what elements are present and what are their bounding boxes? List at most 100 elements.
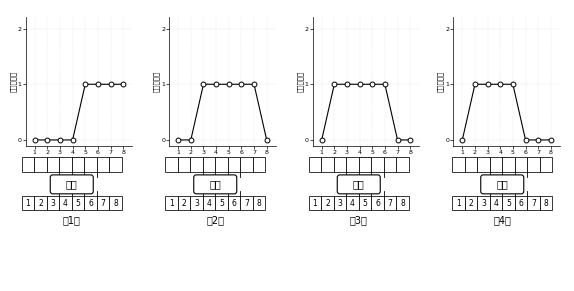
Text: 第4帧: 第4帧 [493, 215, 511, 225]
Bar [359, 196, 371, 210]
Text: 3: 3 [194, 199, 199, 208]
Bar [515, 196, 528, 210]
Bar [165, 157, 178, 172]
Bar [490, 157, 502, 172]
Bar [72, 157, 84, 172]
Bar [371, 157, 384, 172]
Bar [528, 157, 540, 172]
Bar [452, 196, 465, 210]
Bar [97, 196, 109, 210]
FancyBboxPatch shape [51, 175, 93, 194]
Bar [321, 157, 333, 172]
FancyBboxPatch shape [194, 175, 236, 194]
Text: 7: 7 [100, 199, 106, 208]
Text: 7: 7 [244, 199, 249, 208]
Text: 5: 5 [219, 199, 224, 208]
Y-axis label: 环真光子数: 环真光子数 [153, 71, 160, 92]
Text: 4: 4 [494, 199, 498, 208]
Bar [309, 157, 321, 172]
Text: 3: 3 [481, 199, 486, 208]
Bar [359, 157, 371, 172]
Bar [228, 157, 241, 172]
Text: 体模: 体模 [66, 179, 77, 189]
Text: 3: 3 [51, 199, 56, 208]
X-axis label: 环编号: 环编号 [72, 156, 86, 163]
Y-axis label: 环真光子数: 环真光子数 [437, 71, 444, 92]
Bar [253, 157, 265, 172]
Text: 2: 2 [468, 199, 474, 208]
X-axis label: 环编号: 环编号 [500, 156, 513, 163]
Text: 3: 3 [338, 199, 343, 208]
Bar [46, 196, 59, 210]
Bar [109, 157, 122, 172]
Bar [97, 157, 109, 172]
Bar [59, 196, 72, 210]
Text: 4: 4 [63, 199, 68, 208]
Text: 6: 6 [231, 199, 236, 208]
Text: 6: 6 [518, 199, 523, 208]
Bar [515, 157, 528, 172]
Bar [477, 157, 490, 172]
Bar [528, 196, 540, 210]
Bar [203, 196, 215, 210]
Text: 8: 8 [544, 199, 548, 208]
Bar [190, 196, 203, 210]
Bar [22, 196, 34, 210]
Text: 7: 7 [531, 199, 536, 208]
Text: 2: 2 [181, 199, 187, 208]
Bar [396, 196, 409, 210]
Text: 5: 5 [76, 199, 80, 208]
Y-axis label: 环真光子数: 环真光子数 [10, 71, 16, 92]
Text: 7: 7 [387, 199, 393, 208]
Text: 2: 2 [38, 199, 43, 208]
Bar [109, 196, 122, 210]
Bar [22, 157, 34, 172]
Text: 第3帧: 第3帧 [350, 215, 368, 225]
Text: 6: 6 [375, 199, 380, 208]
Bar [371, 196, 384, 210]
Text: 4: 4 [350, 199, 355, 208]
Bar [72, 196, 84, 210]
Bar [309, 196, 321, 210]
Bar [384, 157, 396, 172]
Bar [253, 196, 265, 210]
Bar [333, 157, 346, 172]
Bar [333, 196, 346, 210]
Bar [502, 196, 515, 210]
Bar [84, 157, 97, 172]
Bar [178, 157, 190, 172]
Bar [502, 157, 515, 172]
X-axis label: 环编号: 环编号 [216, 156, 229, 163]
Text: 体模: 体模 [210, 179, 221, 189]
Bar [452, 157, 465, 172]
Text: 8: 8 [400, 199, 405, 208]
Bar [540, 196, 552, 210]
Text: 8: 8 [257, 199, 261, 208]
Text: 体模: 体模 [497, 179, 508, 189]
Bar [477, 196, 490, 210]
Bar [178, 196, 190, 210]
Bar [321, 196, 333, 210]
Text: 体模: 体模 [353, 179, 364, 189]
Bar [396, 157, 409, 172]
Text: 1: 1 [169, 199, 174, 208]
Bar [384, 196, 396, 210]
Bar [34, 157, 46, 172]
Text: 1: 1 [313, 199, 317, 208]
Bar [190, 157, 203, 172]
Bar [228, 196, 241, 210]
Bar [490, 196, 502, 210]
Text: 1: 1 [456, 199, 461, 208]
Bar [540, 157, 552, 172]
Bar [241, 157, 253, 172]
FancyBboxPatch shape [481, 175, 523, 194]
Bar [46, 157, 59, 172]
Bar [465, 157, 477, 172]
Text: 8: 8 [113, 199, 118, 208]
X-axis label: 环编号: 环编号 [359, 156, 373, 163]
Y-axis label: 环真光子数: 环真光子数 [297, 71, 303, 92]
Bar [241, 196, 253, 210]
Text: 6: 6 [88, 199, 93, 208]
Bar [215, 157, 228, 172]
Text: 2: 2 [325, 199, 330, 208]
